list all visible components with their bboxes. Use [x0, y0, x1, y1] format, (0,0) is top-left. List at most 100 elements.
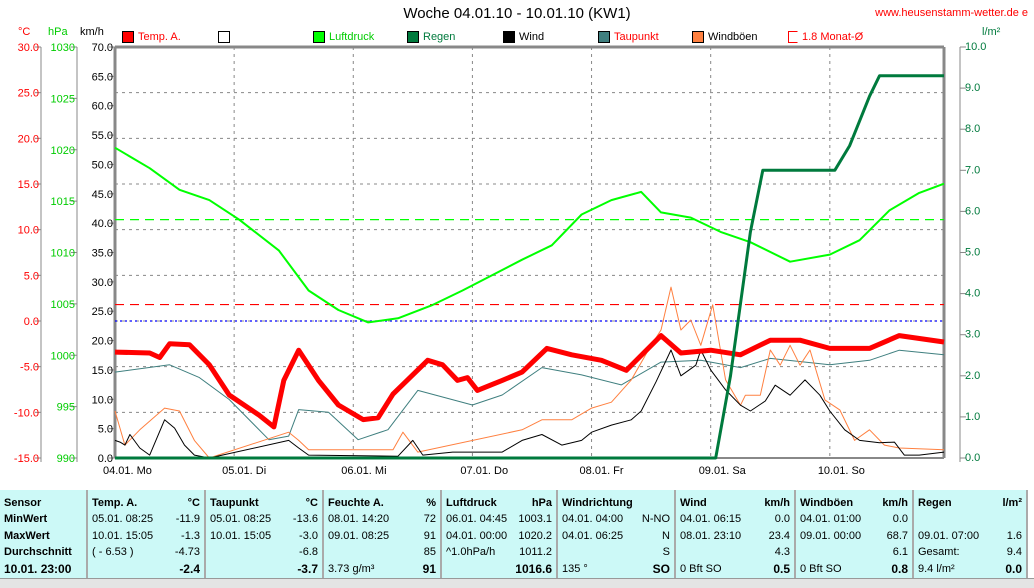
axis-tick-label-wind: 35.0 [92, 248, 113, 260]
axis-tick-label-pressure: 1005 [51, 299, 75, 311]
axis-tick-label-temp: 5.0 [24, 270, 39, 282]
axis-tick-label-temp: 20.0 [18, 133, 39, 145]
stats-label: 04.01. 06:15 [680, 511, 741, 527]
stats-value: -1.3 [181, 528, 200, 544]
stats-row: Feuchte A.% [328, 495, 436, 511]
axis-tick-label-temp: 0.0 [24, 316, 39, 328]
stats-label: 10.01. 23:00 [4, 561, 71, 577]
stats-value: 68.7 [887, 528, 908, 544]
stats-value: SO [653, 561, 670, 577]
stats-label: MaxWert [4, 528, 50, 544]
stats-unit: % [426, 495, 436, 511]
stats-row: -2.4 [92, 561, 200, 577]
axis-tick-label-pressure: 1030 [51, 42, 75, 54]
stats-label: Gesamt: [918, 544, 960, 560]
stats-row: 04.01. 06:15 0.0 [680, 511, 790, 527]
stats-label: ^1.0hPa/h [446, 544, 495, 560]
stats-label: 0 Bft SO [680, 561, 722, 577]
x-tick-label: 09.01. Sa [699, 465, 747, 477]
stats-value: 1003.1 [518, 511, 552, 527]
axis-tick-label-pressure: 1025 [51, 93, 75, 105]
stats-header: Windrichtung [562, 495, 633, 511]
stats-value: 6.1 [893, 544, 908, 560]
axis-tick-label-wind: 65.0 [92, 71, 113, 83]
axis-tick-label-pressure: 1000 [51, 350, 75, 362]
axis-tick-label-rain: 7.0 [965, 164, 980, 176]
stats-value: -3.7 [297, 561, 318, 577]
axis-tick-label-temp: 15.0 [18, 179, 39, 191]
stats-label: Durchschnitt [4, 544, 72, 560]
stats-row: 05.01. 08:25-13.6 [210, 511, 318, 527]
x-tick-label: 06.01. Mi [341, 465, 386, 477]
axis-tick-label-temp: 30.0 [18, 42, 39, 54]
stats-label: 04.01. 04:00 [562, 511, 623, 527]
stats-value: 4.3 [775, 544, 790, 560]
axis-tick-label-wind: 50.0 [92, 159, 113, 171]
stats-row: Taupunkt°C [210, 495, 318, 511]
stats-row: Windrichtung [562, 495, 670, 511]
series-luftdruck [115, 148, 944, 323]
stats-row: 0 Bft SO 0.5 [680, 561, 790, 577]
x-tick-label: 04.01. Mo [103, 465, 152, 477]
axis-tick-label-wind: 30.0 [92, 277, 113, 289]
stats-label: 10.01. 15:05 [210, 528, 271, 544]
stats-unit: km/h [764, 495, 790, 511]
axis-tick-label-pressure: 995 [57, 402, 75, 414]
stats-label: 08.01. 23:10 [680, 528, 741, 544]
stats-label: ( - 6.53 ) [92, 544, 134, 560]
stats-value: 0.8 [891, 561, 908, 577]
series-windb-en [115, 287, 944, 458]
stats-value: 0.0 [893, 511, 908, 527]
stats-value: -4.73 [175, 544, 200, 560]
stats-row [918, 511, 1022, 527]
stats-row: -6.8 [210, 544, 318, 560]
axis-tick-label-wind: 45.0 [92, 189, 113, 201]
stats-value: -3.0 [299, 528, 318, 544]
stats-value: 23.4 [769, 528, 790, 544]
axis-tick-label-rain: 4.0 [965, 288, 980, 300]
stats-row: 04.01. 00:00 1020.2 [446, 528, 552, 544]
axis-tick-label-rain: 5.0 [965, 247, 980, 259]
x-tick-label: 07.01. Do [460, 465, 508, 477]
stats-value: 1020.2 [518, 528, 552, 544]
stats-label: 09.01. 00:00 [800, 528, 861, 544]
stats-row: 4.3 [680, 544, 790, 560]
stats-value: 1.6 [1007, 528, 1022, 544]
series-line [115, 148, 944, 323]
stats-row: Sensor [4, 495, 82, 511]
stats-value: 0.0 [775, 511, 790, 527]
x-tick-label: 10.01. So [818, 465, 865, 477]
stats-row: 85 [328, 544, 436, 560]
axis-tick-label-rain: 6.0 [965, 205, 980, 217]
stats-value: 9.4 [1007, 544, 1022, 560]
stats-value: S [663, 544, 670, 560]
axis-tick-label-temp: -10.0 [14, 407, 39, 419]
stats-row: -3.7 [210, 561, 318, 577]
stats-row: 6.1 [800, 544, 908, 560]
stats-row: Durchschnitt [4, 544, 82, 560]
stats-label: 04.01. 00:00 [446, 528, 507, 544]
stats-value: 1016.6 [515, 561, 552, 577]
stats-row: 10.01. 15:05-1.3 [92, 528, 200, 544]
stats-header: Regen [918, 495, 952, 511]
stats-header: Luftdruck [446, 495, 497, 511]
stats-value: 0.5 [773, 561, 790, 577]
axis-tick-label-pressure: 1010 [51, 248, 75, 260]
axis-tick-label-wind: 25.0 [92, 306, 113, 318]
axis-tick-label-temp: 10.0 [18, 225, 39, 237]
axis-tick-label-rain: 10.0 [965, 41, 986, 53]
axis-tick-label-wind: 5.0 [98, 424, 113, 436]
axis-tick-label-wind: 20.0 [92, 336, 113, 348]
